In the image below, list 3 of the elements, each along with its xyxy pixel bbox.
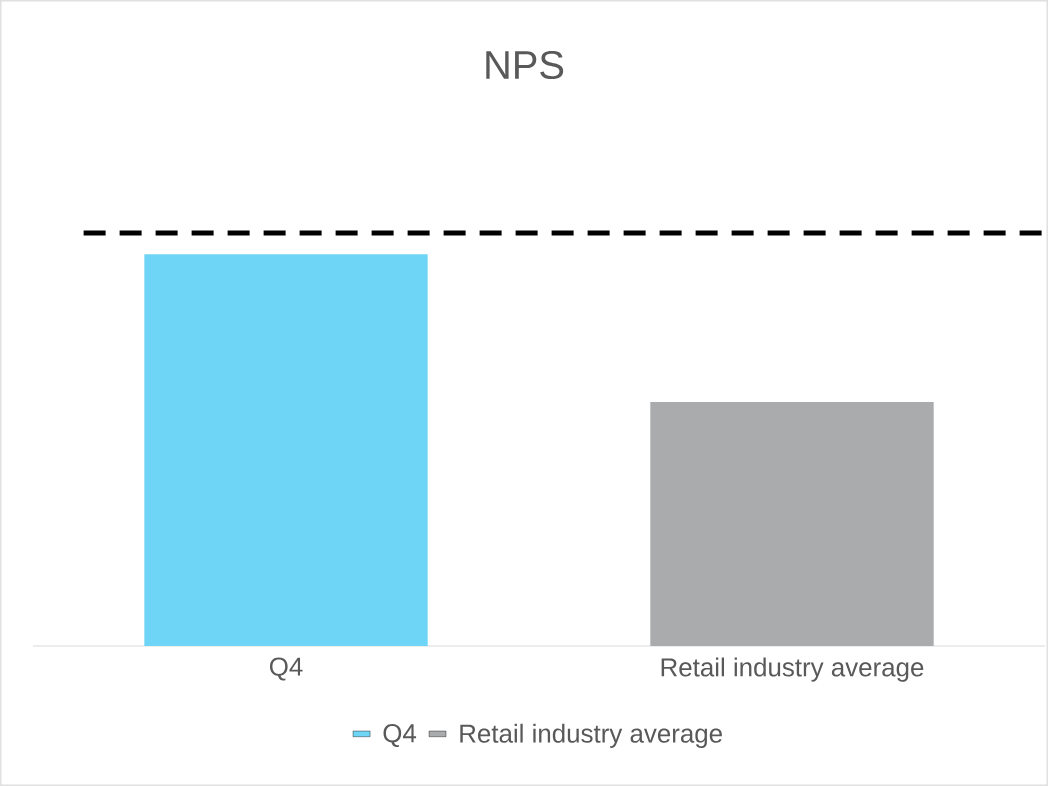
legend-label: Q4	[383, 724, 417, 748]
chart-title: NPS	[486, 50, 564, 80]
legend-label: Retail industry average	[460, 723, 722, 748]
